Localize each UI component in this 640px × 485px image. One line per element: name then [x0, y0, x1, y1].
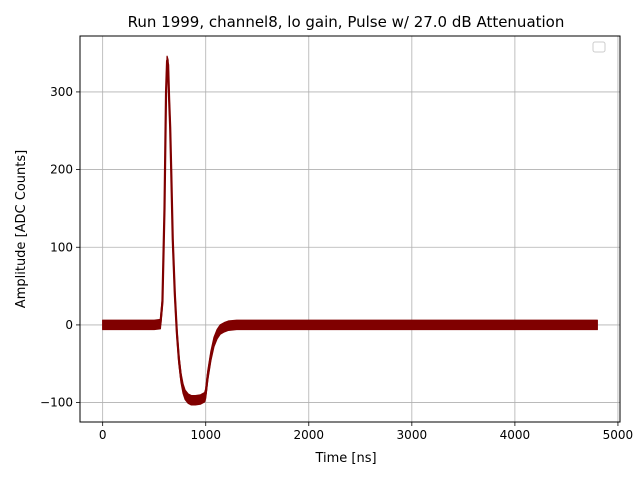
x-tick-label: 4000	[500, 428, 531, 442]
y-tick-label: 100	[50, 240, 73, 254]
x-tick-label: 1000	[190, 428, 221, 442]
y-tick-label: 200	[50, 163, 73, 177]
x-tick-label: 0	[99, 428, 107, 442]
x-axis-label: Time [ns]	[314, 451, 376, 466]
chart-title: Run 1999, channel8, lo gain, Pulse w/ 27…	[128, 13, 565, 31]
x-tick-label: 3000	[397, 428, 428, 442]
legend-box	[592, 41, 606, 53]
waveform-trace	[102, 59, 598, 402]
y-tick-label: 300	[50, 85, 73, 99]
x-tick-label: 5000	[603, 428, 634, 442]
plot-data	[102, 55, 598, 406]
y-tick-label: −100	[40, 396, 73, 410]
axes-frame	[79, 35, 621, 423]
y-tick-label: 0	[65, 318, 73, 332]
y-axis-label: Amplitude [ADC Counts]	[14, 150, 29, 308]
ticks: 0 1000 2000 3000 4000 5000 −100 0 100 200 300	[40, 85, 633, 442]
x-tick-label: 2000	[294, 428, 325, 442]
